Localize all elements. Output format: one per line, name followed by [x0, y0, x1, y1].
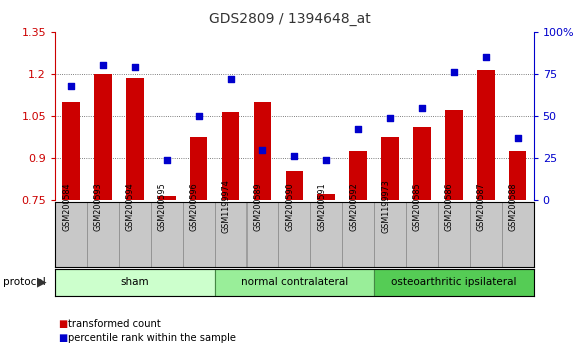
Point	[194, 113, 203, 119]
Bar	[87, 202, 119, 267]
Text: GSM1199973: GSM1199973	[381, 179, 390, 233]
Text: GSM200587: GSM200587	[477, 182, 486, 231]
Text: GSM1199974: GSM1199974	[222, 179, 231, 233]
Point	[98, 63, 108, 68]
Text: GSM200589: GSM200589	[253, 182, 262, 231]
Text: normal contralateral: normal contralateral	[241, 277, 348, 287]
Text: GDS2809 / 1394648_at: GDS2809 / 1394648_at	[209, 12, 371, 27]
Text: transformed count: transformed count	[68, 319, 161, 329]
Bar	[317, 194, 335, 200]
Bar	[381, 137, 399, 200]
Bar	[126, 78, 144, 200]
Text: GSM200595: GSM200595	[158, 182, 167, 231]
Point	[258, 147, 267, 152]
Point	[289, 154, 299, 159]
Bar	[119, 202, 151, 267]
Text: GSM200586: GSM200586	[445, 182, 454, 230]
Text: GSM200592: GSM200592	[349, 182, 358, 231]
Text: GSM200588: GSM200588	[509, 182, 517, 230]
Bar	[406, 202, 438, 267]
Bar	[374, 269, 534, 296]
Text: percentile rank within the sample: percentile rank within the sample	[68, 333, 237, 343]
Bar	[253, 102, 271, 200]
Point	[66, 83, 75, 88]
Bar	[222, 112, 240, 200]
Bar	[158, 196, 176, 200]
Text: protocol: protocol	[3, 277, 46, 287]
Bar	[151, 202, 183, 267]
Text: GSM200593: GSM200593	[94, 182, 103, 231]
Text: GSM200596: GSM200596	[190, 182, 198, 231]
Text: GSM200591: GSM200591	[317, 182, 326, 231]
Point	[353, 127, 362, 132]
Bar	[509, 151, 527, 200]
Text: osteoarthritic ipsilateral: osteoarthritic ipsilateral	[391, 277, 517, 287]
Point	[385, 115, 394, 120]
Bar	[477, 70, 495, 200]
Bar	[246, 202, 278, 267]
Bar	[285, 171, 303, 200]
Bar	[55, 269, 215, 296]
Bar	[502, 202, 534, 267]
Bar	[62, 102, 80, 200]
Text: GSM200590: GSM200590	[285, 182, 294, 231]
Bar	[342, 202, 374, 267]
Bar	[470, 202, 502, 267]
Text: GSM200585: GSM200585	[413, 182, 422, 231]
Bar	[310, 202, 342, 267]
Bar	[278, 202, 310, 267]
Text: ■: ■	[58, 333, 67, 343]
Bar	[55, 202, 87, 267]
Bar	[215, 269, 374, 296]
Bar	[183, 202, 215, 267]
Bar	[413, 127, 431, 200]
Text: ▶: ▶	[37, 276, 46, 289]
Bar	[438, 202, 470, 267]
Text: ■: ■	[58, 319, 67, 329]
Bar	[374, 202, 406, 267]
Point	[513, 135, 522, 141]
Point	[321, 157, 331, 162]
Point	[162, 157, 171, 162]
Bar	[190, 137, 208, 200]
Point	[226, 76, 235, 82]
Text: GSM200584: GSM200584	[62, 182, 71, 230]
Point	[130, 64, 139, 70]
Bar	[215, 202, 246, 267]
Point	[481, 54, 490, 60]
Text: GSM200594: GSM200594	[126, 182, 135, 231]
Text: sham: sham	[121, 277, 149, 287]
Bar	[349, 151, 367, 200]
Point	[449, 69, 458, 75]
Bar	[445, 110, 463, 200]
Point	[417, 105, 426, 110]
Bar	[94, 74, 112, 200]
